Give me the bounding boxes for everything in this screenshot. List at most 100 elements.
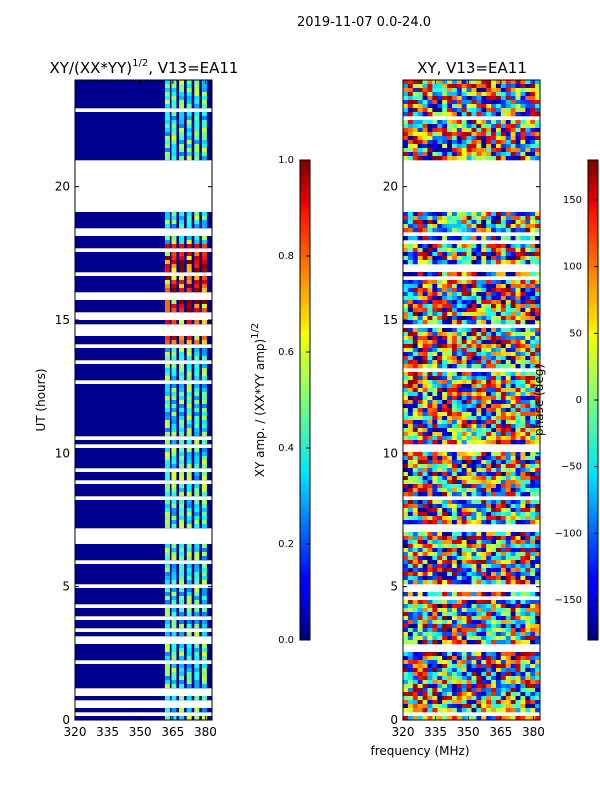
heatmap-cell [481,464,487,469]
heatmap-cell [491,80,497,85]
heatmap-cell [495,568,502,573]
heatmap-cell [447,212,453,217]
heatmap-cell [451,384,458,389]
heatmap-cell [520,548,526,553]
heatmap-cell [466,536,472,541]
heatmap-cell [491,468,497,473]
heatmap-cell [510,292,516,297]
heatmap-cell [427,408,433,413]
heatmap-cell [466,364,472,369]
heatmap-cell [466,108,472,113]
heatmap-cell [525,212,531,217]
heatmap-cell [412,420,418,425]
heatmap-cell [535,412,540,417]
heatmap-row [75,572,212,577]
heatmap-cell [491,456,497,461]
heatmap-cell [437,84,443,89]
heatmap-cell [491,416,497,421]
heatmap-cell [471,664,477,669]
heatmap-cell [476,516,482,521]
heatmap-cell [442,516,448,521]
heatmap-cell [530,656,536,661]
heatmap-cell [530,628,536,633]
heatmap-row [75,252,212,257]
heatmap-cell [179,304,185,309]
heatmap-cell [471,304,477,309]
heatmap-cell [471,148,477,153]
heatmap-cell [461,516,467,521]
heatmap-cell [500,352,507,357]
heatmap-cell [471,364,477,369]
heatmap-cell [476,140,482,145]
heatmap-cell [491,272,497,277]
heatmap-cell [186,100,192,105]
heatmap-cell [179,128,185,133]
heatmap-cell [427,84,433,89]
heatmap-cell [486,400,492,405]
heatmap-cell [451,548,458,553]
heatmap-cell [417,536,423,541]
heatmap-cell [447,476,453,481]
heatmap-cell [422,372,428,377]
heatmap-cell [427,392,433,397]
heatmap-cell [422,292,428,297]
heatmap-cell [407,476,414,481]
heatmap-cell [186,388,192,393]
heatmap-cell [495,456,502,461]
heatmap-cell [530,616,536,621]
heatmap-cell [535,556,540,561]
heatmap-cell [442,512,448,517]
heatmap-cell [500,500,507,505]
heatmap-cell [515,320,521,325]
heatmap-cell [466,292,472,297]
heatmap-cell [437,544,443,549]
heatmap-cell [481,148,487,153]
heatmap-cell [417,136,423,141]
heatmap-cell [461,556,467,561]
heatmap-cell [437,356,443,361]
heatmap-cell [186,268,192,273]
heatmap-cell [447,144,453,149]
heatmap-cell [535,436,540,441]
heatmap-cell [456,396,463,401]
heatmap-cell [422,484,428,489]
heatmap-cell [471,376,477,381]
heatmap-cell [476,656,482,661]
heatmap-cell [495,384,502,389]
heatmap-cell [486,484,492,489]
heatmap-cell [437,288,443,293]
heatmap-cell [179,668,185,673]
heatmap-cell [471,620,477,625]
heatmap-cell [201,148,207,153]
heatmap-cell [471,500,477,505]
heatmap-cell [451,304,458,309]
heatmap-cell [403,572,409,577]
heatmap-cell [520,492,526,497]
heatmap-cell [437,676,443,681]
heatmap-cell [427,576,433,581]
heatmap-cell [437,440,443,445]
heatmap-cell [510,628,516,633]
heatmap-cell [407,356,414,361]
heatmap-cell [500,520,507,525]
heatmap-cell [461,480,467,485]
heatmap-cell [525,412,531,417]
heatmap-cell [515,352,521,357]
heatmap-cell [407,468,414,473]
heatmap-cell [417,576,423,581]
heatmap-cell [515,512,521,517]
heatmap-cell [422,384,428,389]
heatmap-cell [461,312,467,317]
heatmap-cell [476,272,482,277]
heatmap-cell [437,560,443,565]
heatmap-cell [186,112,192,117]
heatmap-cell [505,580,511,585]
heatmap-cell [164,596,170,601]
heatmap-cell [535,560,540,565]
colorbar-tick-label: −50 [561,462,582,473]
heatmap-cell [422,716,428,720]
heatmap-cell [427,572,433,577]
heatmap-cell [535,388,540,393]
heatmap-cell [456,544,463,549]
heatmap-cell [437,88,443,93]
